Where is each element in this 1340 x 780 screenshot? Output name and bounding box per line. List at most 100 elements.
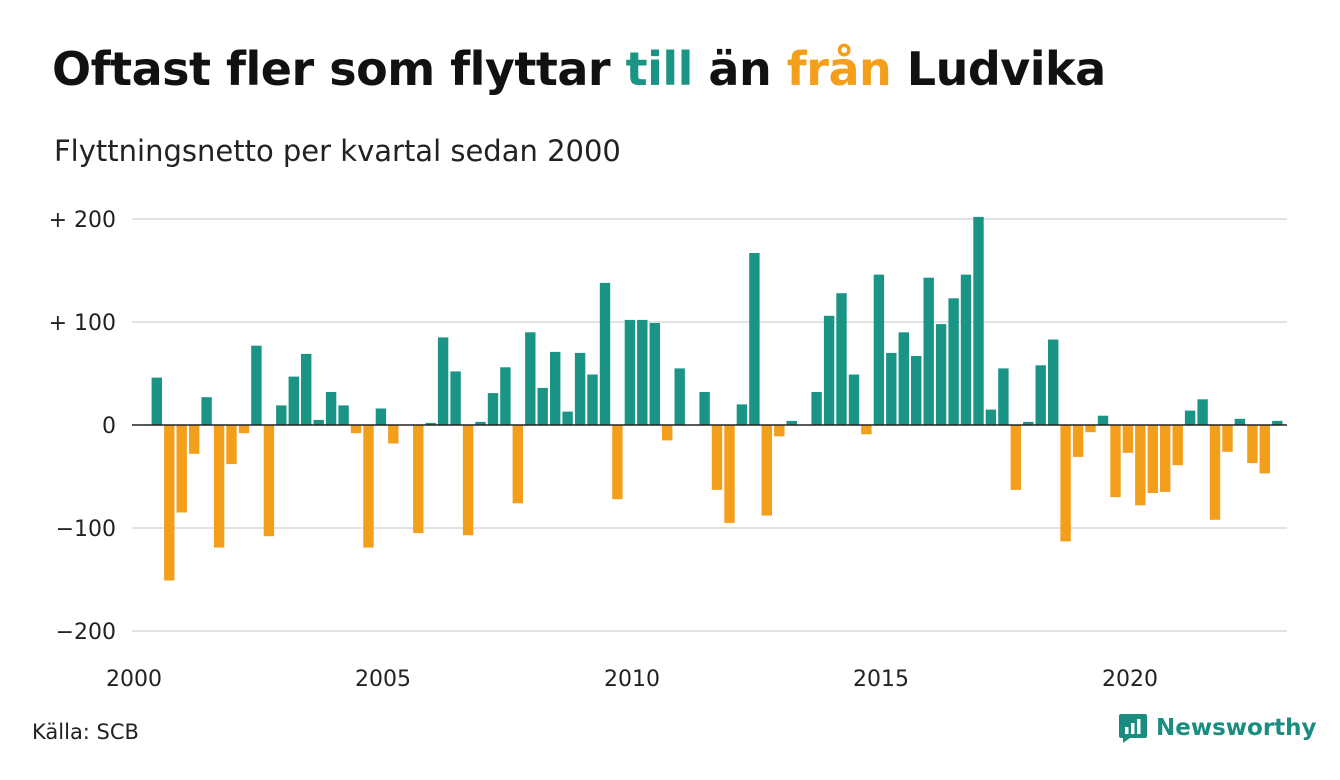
title-part: Ludvika <box>891 42 1106 96</box>
bar <box>1060 425 1071 542</box>
y-tick-label: −100 <box>56 517 116 542</box>
grid-lines <box>132 218 1287 632</box>
bar <box>1247 425 1258 464</box>
bar <box>450 371 461 425</box>
bar <box>1160 425 1171 492</box>
bar <box>711 425 723 490</box>
bar <box>662 425 673 441</box>
bar <box>1234 418 1246 425</box>
bar <box>487 393 499 425</box>
bar <box>201 397 212 425</box>
bar <box>848 374 860 425</box>
bar <box>1184 410 1196 425</box>
newsworthy-logo-text: Newsworthy <box>1156 715 1317 741</box>
bar <box>213 425 225 548</box>
title-part-fran: från <box>786 42 892 96</box>
bar <box>811 392 822 425</box>
title-part: Oftast fler som flyttar <box>52 42 626 96</box>
bar <box>736 404 748 425</box>
bar <box>226 425 237 465</box>
bar <box>911 356 922 425</box>
bar <box>1197 399 1208 426</box>
bar <box>998 368 1009 425</box>
x-tick-label: 2000 <box>106 667 162 692</box>
bar <box>1097 415 1109 425</box>
bar <box>761 425 772 516</box>
bar <box>437 337 449 425</box>
bar <box>836 293 847 425</box>
bar <box>251 345 262 425</box>
y-tick-label: −200 <box>56 620 116 645</box>
newsworthy-logo-icon <box>1119 714 1147 743</box>
bar <box>413 425 424 534</box>
source-note: Källa: SCB <box>32 720 139 744</box>
bar <box>363 425 374 548</box>
bar <box>1222 425 1233 452</box>
newsworthy-logo: Newsworthy <box>1118 712 1317 744</box>
bar <box>1147 425 1158 493</box>
bar <box>562 411 573 425</box>
x-tick-label: 2005 <box>355 667 411 692</box>
bar <box>587 374 598 425</box>
bar <box>674 368 685 425</box>
bar <box>525 332 536 425</box>
bar <box>898 332 909 425</box>
bars <box>151 216 1283 581</box>
bar <box>861 425 872 435</box>
bar <box>151 377 162 425</box>
bar <box>637 319 648 425</box>
bar <box>1035 365 1046 425</box>
bar <box>425 422 436 425</box>
chart-subtitle: Flyttningsnetto per kvartal sedan 2000 <box>54 134 621 168</box>
bar <box>886 352 897 425</box>
bar <box>873 274 885 425</box>
bar <box>550 351 561 425</box>
bar <box>786 420 797 425</box>
bar <box>164 425 175 581</box>
y-tick-label: + 200 <box>49 208 116 233</box>
bar <box>500 367 511 425</box>
bar <box>512 425 523 504</box>
title-part: än <box>692 42 787 96</box>
bar <box>1048 339 1059 425</box>
bar <box>649 323 660 425</box>
bar <box>350 425 362 434</box>
bar <box>612 425 623 500</box>
bar <box>325 392 337 425</box>
bar <box>462 425 474 536</box>
bar <box>238 425 250 434</box>
bar <box>774 425 785 437</box>
x-tick-label: 2020 <box>1102 667 1158 692</box>
bar <box>189 425 200 454</box>
bar <box>749 253 760 425</box>
y-tick-label: 0 <box>102 414 116 439</box>
bar <box>1172 425 1183 466</box>
bar <box>935 324 947 425</box>
bar <box>176 425 187 513</box>
bar <box>624 319 636 425</box>
bar <box>1259 425 1270 474</box>
bar <box>1135 425 1146 506</box>
x-tick-label: 2010 <box>604 667 660 692</box>
bar <box>301 353 312 425</box>
axes: + 200 + 100 0 −100 −200 2000 2005 2010 2015 2020 <box>49 208 1287 692</box>
bar <box>923 277 934 425</box>
bar <box>313 419 324 425</box>
bar <box>288 376 299 425</box>
x-tick-label: 2015 <box>853 667 909 692</box>
bar <box>724 425 735 523</box>
bar <box>263 425 275 537</box>
bar <box>537 387 548 425</box>
bar <box>599 282 611 425</box>
bar <box>1122 425 1134 453</box>
bar <box>475 421 486 425</box>
bar <box>1209 425 1221 520</box>
bar <box>823 315 835 425</box>
bar <box>1272 420 1283 425</box>
y-tick-label: + 100 <box>49 311 116 336</box>
bar <box>388 425 399 444</box>
title-part-till: till <box>625 42 694 96</box>
bar <box>985 409 997 425</box>
bar <box>1085 425 1096 433</box>
